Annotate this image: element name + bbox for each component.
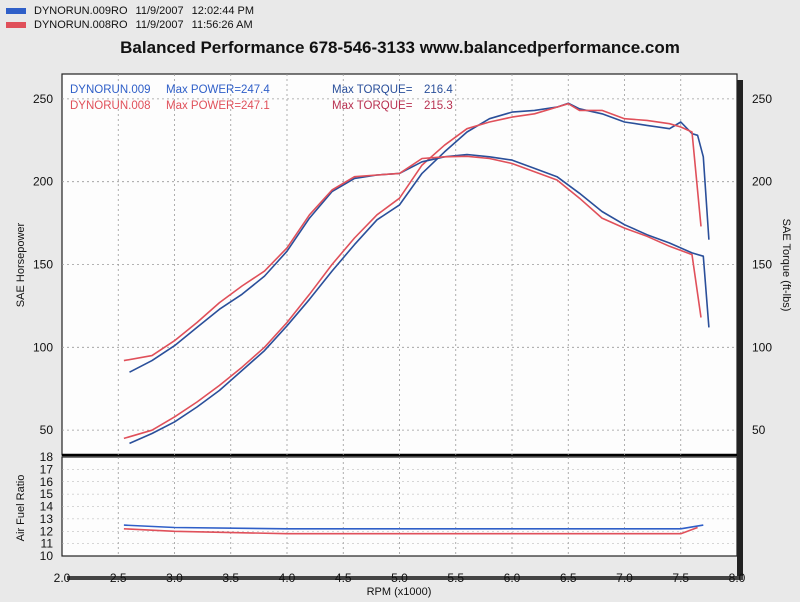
afr-series <box>123 524 704 535</box>
afr-grid <box>62 457 737 556</box>
y-tick-label-right: 250 <box>752 92 772 106</box>
x-tick-label: 5.0 <box>391 571 408 585</box>
annotation-run-009: DYNORUN.009 <box>70 84 151 96</box>
x-tick-label: 6.5 <box>560 571 577 585</box>
run-legend: DYNORUN.009RO 11/9/2007 12:02:44 PM DYNO… <box>6 4 254 32</box>
afr-axis-label: Air Fuel Ratio <box>15 475 27 542</box>
x-tick-label: 5.5 <box>447 571 464 585</box>
x-tick-label: 3.5 <box>222 571 239 585</box>
x-tick-label: 4.5 <box>335 571 352 585</box>
run-name: DYNORUN.009RO <box>34 5 128 17</box>
x-tick-label: 2.5 <box>110 571 127 585</box>
y-tick-label-left: 200 <box>33 175 53 189</box>
run-time: 12:02:44 PM <box>191 5 255 17</box>
x-tick-label: 3.0 <box>166 571 183 585</box>
x-tick-label: 7.0 <box>616 571 633 585</box>
frame-shadow-right <box>737 80 743 578</box>
afr-tick-label: 12 <box>40 524 54 538</box>
chart-title: Balanced Performance 678-546-3133 www.ba… <box>120 38 680 57</box>
y-tick-label-left: 50 <box>40 423 54 437</box>
afr-tick-label: 16 <box>40 475 54 489</box>
y-axis-label-right: SAE Torque (ft-lbs) <box>780 219 792 312</box>
x-tick-label: 4.0 <box>279 571 296 585</box>
x-tick-label: 7.5 <box>672 571 689 585</box>
y-tick-label-right: 150 <box>752 258 772 272</box>
x-tick-label: 2.0 <box>54 571 71 585</box>
y-tick-label-right: 50 <box>752 423 766 437</box>
y-tick-label-left: 100 <box>33 340 53 354</box>
run-date: 11/9/2007 <box>135 19 184 31</box>
run-color-swatch <box>6 22 26 28</box>
afr-tick-label: 11 <box>41 537 54 551</box>
annotation-torque-value-009: 216.4 <box>424 84 453 96</box>
y-tick-label-right: 200 <box>752 175 772 189</box>
annotation-torque-label-009: Max TORQUE= <box>332 84 413 96</box>
series-line <box>123 524 704 530</box>
series-line <box>123 526 698 535</box>
afr-tick-label: 14 <box>40 500 54 514</box>
afr-tick-label: 13 <box>40 512 54 526</box>
afr-tick-label: 15 <box>40 487 54 501</box>
run-date: 11/9/2007 <box>135 5 184 17</box>
run-legend-item: DYNORUN.008RO 11/9/2007 11:56:26 AM <box>6 18 254 32</box>
run-legend-item: DYNORUN.009RO 11/9/2007 12:02:44 PM <box>6 4 254 18</box>
power-torque-series <box>123 102 710 445</box>
y-tick-label-left: 250 <box>33 92 53 106</box>
annotation-run-008: DYNORUN.008 <box>70 100 151 112</box>
annotation-power-label-008: Max POWER= <box>166 100 241 112</box>
power-grid <box>62 74 737 455</box>
annotation-power-label-009: Max POWER= <box>166 84 241 96</box>
afr-tick-label: 10 <box>40 549 54 563</box>
afr-tick-label: 18 <box>40 450 54 464</box>
run-time: 11:56:26 AM <box>191 19 253 31</box>
annotation-power-value-008: 247.1 <box>241 100 270 112</box>
x-axis-label: RPM (x1000) <box>367 586 432 598</box>
x-tick-label: 6.0 <box>504 571 521 585</box>
y-tick-label-right: 100 <box>752 340 772 354</box>
afr-tick-label: 17 <box>40 462 54 476</box>
tick-labels: 2.0 2.5 3.0 3.5 4.0 4.5 5.0 5.5 6.0 6.5 7.0 7.5 8.0 5… <box>33 92 772 585</box>
frame-shadow-bottom <box>67 576 743 580</box>
annotation-torque-value-008: 215.3 <box>424 100 453 112</box>
run-name: DYNORUN.008RO <box>34 19 128 31</box>
x-tick-label: 8.0 <box>729 571 746 585</box>
annotation-power-value-009: 247.4 <box>241 84 270 96</box>
y-tick-label-left: 150 <box>33 258 53 272</box>
y-axis-label-left: SAE Horsepower <box>15 222 27 307</box>
series-line <box>123 102 702 440</box>
series-line <box>129 102 710 445</box>
series-line <box>129 153 710 373</box>
run-color-swatch <box>6 8 26 14</box>
annotation-torque-label-008: Max TORQUE= <box>332 100 413 112</box>
series-line <box>123 155 702 362</box>
